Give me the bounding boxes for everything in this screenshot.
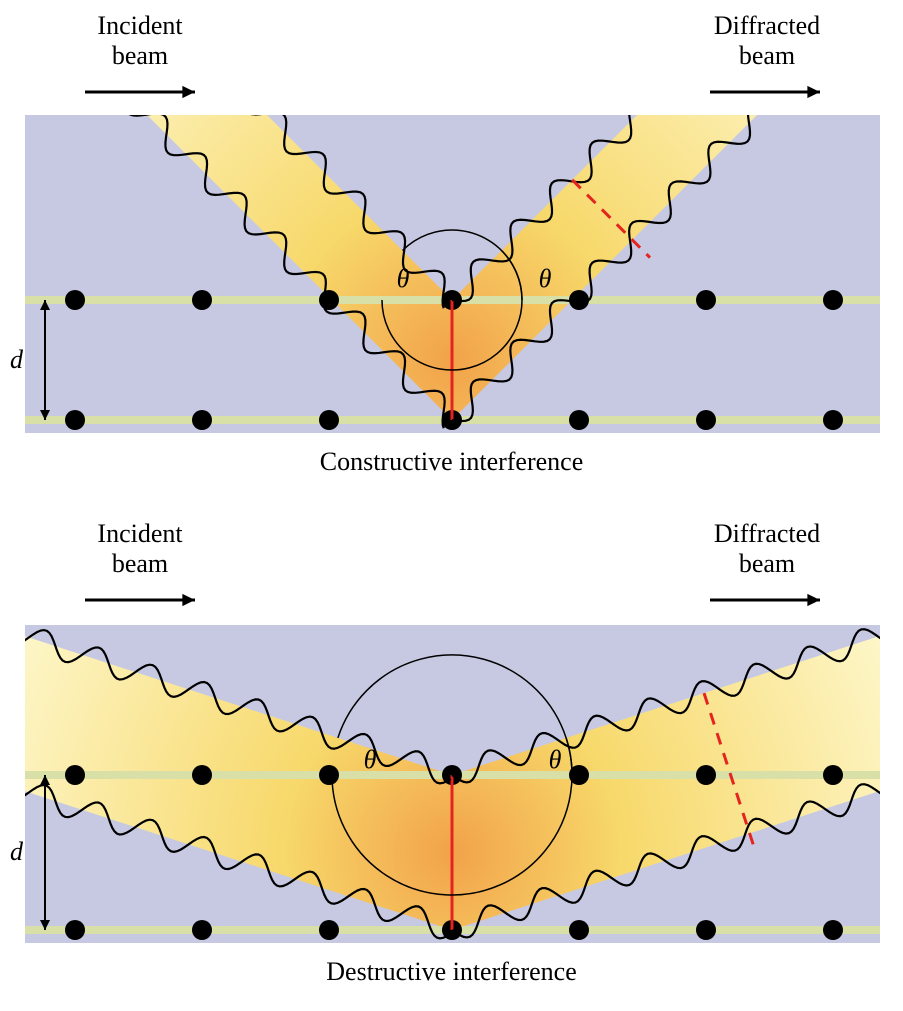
atom (319, 410, 339, 430)
panel-caption: Destructive interference (326, 957, 576, 986)
atom (192, 920, 212, 940)
atom (823, 410, 843, 430)
incident-label: Incident (97, 11, 183, 40)
diffracted-label: Diffracted (714, 519, 820, 548)
panel-constructive: θθdIncidentbeamDiffractedbeamConstructiv… (0, 0, 903, 476)
atom (65, 765, 85, 785)
arrow (710, 86, 820, 98)
atom (823, 920, 843, 940)
panel-caption: Constructive interference (320, 447, 584, 476)
atom (696, 290, 716, 310)
atom (569, 290, 589, 310)
atom (569, 410, 589, 430)
atom (192, 765, 212, 785)
incident-label-2: beam (112, 549, 168, 578)
atom (319, 290, 339, 310)
diffracted-label-2: beam (739, 41, 795, 70)
arrow (710, 594, 820, 606)
atom (192, 290, 212, 310)
d-label: d (10, 837, 24, 866)
arrow (85, 594, 195, 606)
theta-label: θ (549, 745, 562, 774)
atom (569, 920, 589, 940)
incident-label: Incident (97, 519, 183, 548)
atom (319, 765, 339, 785)
arrow (85, 86, 195, 98)
diffracted-label: Diffracted (714, 11, 820, 40)
atom (696, 410, 716, 430)
atom (696, 765, 716, 785)
atom (65, 920, 85, 940)
d-label: d (10, 345, 24, 374)
atom (65, 410, 85, 430)
atom (65, 290, 85, 310)
atom (823, 765, 843, 785)
incident-label-2: beam (112, 41, 168, 70)
atom (192, 410, 212, 430)
atom (696, 920, 716, 940)
atom (823, 290, 843, 310)
theta-label: θ (539, 264, 552, 293)
diffracted-label-2: beam (739, 549, 795, 578)
atom (319, 920, 339, 940)
